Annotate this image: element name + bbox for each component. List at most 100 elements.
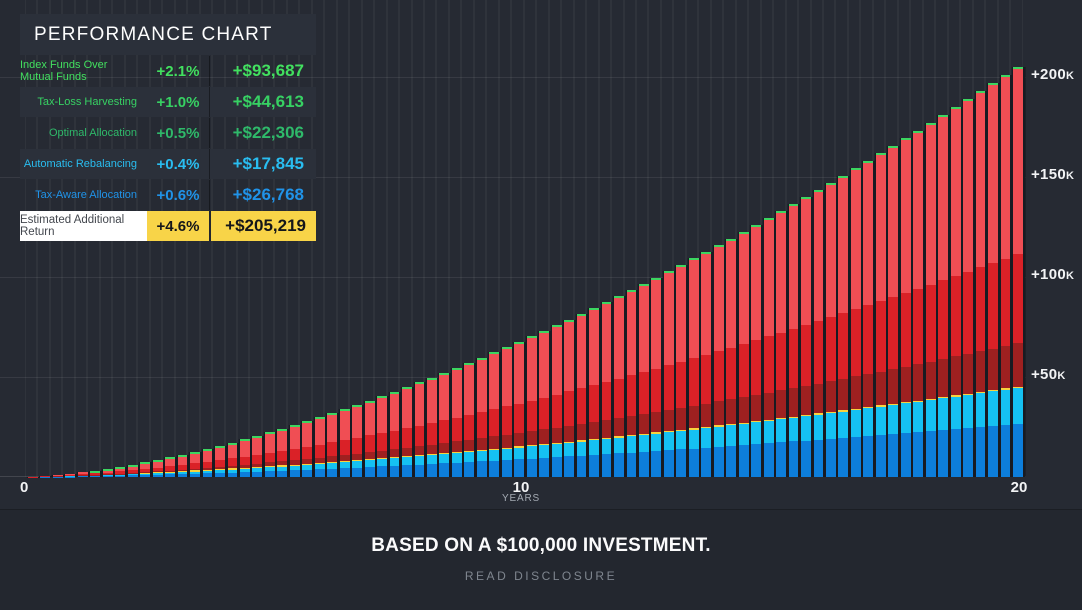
segment-automatic-rebalancing bbox=[651, 433, 662, 451]
stacked-bar bbox=[801, 197, 811, 477]
segment-index-funds-over-mutual-funds bbox=[651, 279, 662, 369]
segment-optimal-allocation bbox=[152, 471, 163, 473]
segment-tax-loss-harvesting bbox=[476, 412, 487, 439]
segment-tax-aware-allocation bbox=[801, 440, 811, 477]
segment-automatic-rebalancing bbox=[439, 454, 450, 464]
gridline-cell bbox=[586, 0, 599, 477]
segment-optimal-allocation bbox=[1013, 343, 1023, 387]
segment-optimal-allocation bbox=[826, 381, 836, 412]
segment-automatic-rebalancing bbox=[514, 447, 525, 460]
read-disclosure-link[interactable]: READ DISCLOSURE bbox=[464, 569, 618, 583]
legend-row-optimal-allocation: Optimal Allocation +0.5% +$22,306 bbox=[20, 118, 316, 148]
gridline-cell bbox=[374, 0, 387, 477]
segment-yellow-sliver bbox=[1000, 388, 1011, 390]
segment-optimal-allocation bbox=[614, 418, 624, 437]
segment-index-funds-over-mutual-funds bbox=[863, 162, 874, 306]
segment-tax-aware-allocation bbox=[813, 439, 824, 477]
bar-slot bbox=[202, 0, 215, 477]
segment-tax-aware-allocation bbox=[227, 472, 238, 477]
gridline-cell bbox=[673, 0, 686, 477]
segment-tax-aware-allocation bbox=[414, 464, 425, 477]
gridline-cell bbox=[623, 0, 636, 477]
segment-yellow-sliver bbox=[277, 465, 288, 467]
segment-automatic-rebalancing bbox=[526, 446, 537, 459]
segment-automatic-rebalancing bbox=[738, 423, 749, 446]
segment-yellow-sliver bbox=[726, 424, 737, 426]
segment-yellow-sliver bbox=[327, 461, 338, 464]
segment-optimal-allocation bbox=[239, 464, 250, 468]
segment-green-cap bbox=[751, 225, 762, 228]
total-row-percent: +4.6% bbox=[147, 211, 209, 241]
segment-tax-aware-allocation bbox=[140, 475, 151, 477]
segment-tax-aware-allocation bbox=[327, 468, 338, 477]
stacked-bar bbox=[115, 466, 126, 477]
segment-index-funds-over-mutual-funds bbox=[751, 227, 762, 341]
segment-optimal-allocation bbox=[165, 470, 176, 472]
segment-green-cap bbox=[476, 357, 487, 360]
segment-yellow-sliver bbox=[314, 462, 325, 465]
segment-yellow-sliver bbox=[813, 413, 824, 415]
stacked-bar bbox=[327, 413, 338, 477]
segment-tax-aware-allocation bbox=[202, 473, 213, 477]
segment-yellow-sliver bbox=[963, 393, 974, 395]
segment-index-funds-over-mutual-funds bbox=[913, 132, 924, 289]
segment-yellow-sliver bbox=[140, 472, 151, 474]
stacked-bar bbox=[489, 352, 500, 477]
segment-tax-loss-harvesting bbox=[364, 435, 375, 453]
segment-optimal-allocation bbox=[751, 394, 762, 422]
segment-tax-aware-allocation bbox=[1013, 423, 1023, 477]
bar-slot bbox=[614, 0, 626, 477]
segment-index-funds-over-mutual-funds bbox=[701, 253, 712, 355]
bar-slot bbox=[638, 0, 651, 477]
segment-index-funds-over-mutual-funds bbox=[439, 374, 450, 421]
segment-yellow-sliver bbox=[763, 419, 774, 421]
bar-slot bbox=[925, 0, 938, 477]
segment-green-cap bbox=[352, 404, 363, 407]
bar-slot bbox=[152, 0, 165, 477]
segment-yellow-sliver bbox=[514, 446, 525, 448]
stacked-bar bbox=[476, 357, 487, 477]
segment-yellow-sliver bbox=[551, 442, 562, 445]
segment-green-cap bbox=[850, 168, 861, 171]
gridline-cell bbox=[473, 0, 487, 477]
segment-automatic-rebalancing bbox=[327, 463, 338, 469]
segment-tax-aware-allocation bbox=[152, 474, 163, 477]
segment-tax-loss-harvesting bbox=[514, 403, 525, 433]
segment-tax-aware-allocation bbox=[788, 441, 799, 477]
stacked-bar bbox=[688, 258, 699, 477]
bar-slot bbox=[427, 0, 439, 477]
segment-tax-loss-harvesting bbox=[252, 454, 263, 464]
segment-index-funds-over-mutual-funds bbox=[152, 461, 163, 468]
legend-row-amount: +$26,768 bbox=[209, 180, 316, 210]
segment-tax-loss-harvesting bbox=[713, 351, 724, 402]
segment-tax-loss-harvesting bbox=[688, 358, 699, 406]
segment-index-funds-over-mutual-funds bbox=[52, 474, 63, 476]
stacked-bar bbox=[850, 168, 861, 477]
segment-green-cap bbox=[427, 377, 437, 380]
segment-index-funds-over-mutual-funds bbox=[975, 93, 986, 268]
segment-tax-loss-harvesting bbox=[65, 475, 76, 476]
bar-slot bbox=[389, 0, 402, 477]
segment-tax-aware-allocation bbox=[239, 472, 250, 477]
segment-tax-loss-harvesting bbox=[489, 409, 500, 437]
segment-optimal-allocation bbox=[302, 458, 313, 464]
stacked-bar bbox=[202, 448, 213, 477]
segment-index-funds-over-mutual-funds bbox=[564, 321, 575, 392]
bar-slot bbox=[364, 0, 377, 477]
segment-yellow-sliver bbox=[402, 456, 412, 458]
segment-index-funds-over-mutual-funds bbox=[601, 303, 612, 382]
segment-tax-aware-allocation bbox=[688, 448, 699, 477]
segment-tax-aware-allocation bbox=[314, 469, 325, 477]
segment-green-cap bbox=[713, 245, 724, 248]
segment-yellow-sliver bbox=[264, 466, 275, 468]
segment-automatic-rebalancing bbox=[638, 435, 649, 452]
segment-tax-loss-harvesting bbox=[339, 440, 350, 455]
investment-headline: BASED ON A $100,000 INVESTMENT. bbox=[371, 535, 711, 556]
bar-slot bbox=[838, 0, 850, 477]
gridline-cell bbox=[336, 0, 350, 477]
bar-slot bbox=[402, 0, 414, 477]
segment-tax-aware-allocation bbox=[663, 450, 674, 477]
segment-tax-loss-harvesting bbox=[663, 365, 674, 410]
segment-automatic-rebalancing bbox=[713, 426, 724, 447]
segment-tax-aware-allocation bbox=[576, 455, 587, 477]
